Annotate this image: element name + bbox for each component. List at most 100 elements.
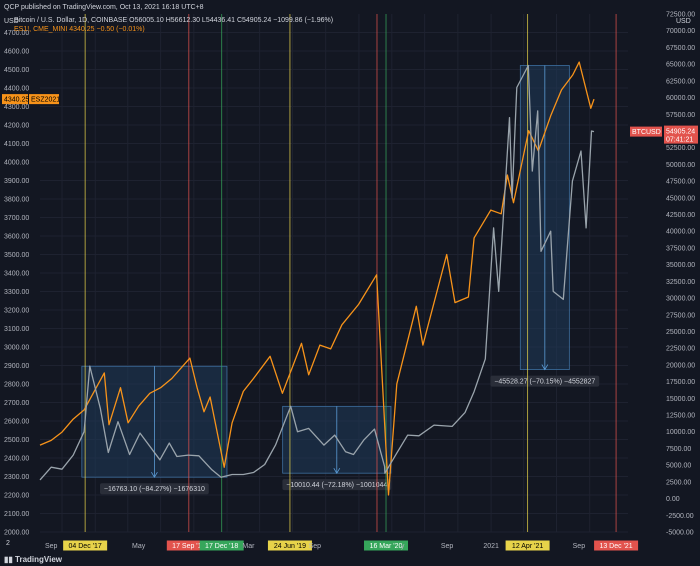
x-axis-tick: 2021 (483, 543, 499, 550)
btc-symbol-tag-bg (630, 126, 662, 137)
left-axis-tick: 4000.00 (4, 160, 29, 167)
right-axis-tick: 17500.00 (666, 379, 695, 386)
right-axis-tick: 40000.00 (666, 229, 695, 236)
drawdown-label-bg (490, 375, 600, 387)
left-axis-tick: 2500.00 (4, 437, 29, 444)
x-axis-tick: May (132, 543, 146, 550)
es-contract-tag: ESZ2021 (31, 97, 60, 104)
btc-last-value: 54905.24 (666, 129, 695, 136)
x-axis-tick: 17 Sep '18 (172, 543, 205, 550)
right-axis-tick: 15000.00 (666, 396, 695, 403)
left-axis-tick: 3400.00 (4, 271, 29, 278)
x-axis-tick: y (401, 543, 405, 550)
x-axis-tick: 12 Apr '21 (512, 543, 543, 550)
drawdown-label-bg (282, 479, 392, 491)
left-axis-tick: 2800.00 (4, 382, 29, 389)
x-tick-tag-bg (63, 540, 108, 551)
right-axis-tick: 20000.00 (666, 362, 695, 369)
left-axis-tick: 3500.00 (4, 252, 29, 259)
right-axis-tick: 47500.00 (666, 179, 695, 186)
x-axis-tick: 16 Mar '20 (370, 543, 403, 550)
corner-label: 2 (6, 540, 10, 547)
left-axis-tick: 2300.00 (4, 474, 29, 481)
left-axis-tick: 2400.00 (4, 456, 29, 463)
right-axis-tick: 32500.00 (666, 279, 695, 286)
right-axis-tick: 12500.00 (666, 413, 695, 420)
logo-icon: ▮▮ (4, 555, 16, 564)
es-last-value-bg (2, 94, 28, 105)
right-axis-tick: 22500.00 (666, 346, 695, 353)
btc-symbol-tag: BTCUSD (632, 129, 661, 136)
right-axis-tick: 30000.00 (666, 296, 695, 303)
btc-countdown: 07:41:21 (666, 137, 693, 144)
x-tick-tag-bg (166, 540, 211, 551)
right-axis-tick: 52500.00 (666, 145, 695, 152)
left-axis-tick: 2100.00 (4, 511, 29, 518)
x-axis-tick: Sep (309, 543, 322, 550)
right-axis-tick: -2500.00 (666, 513, 694, 520)
x-axis-tick: Sep (45, 543, 58, 550)
x-axis-tick: Mar (242, 543, 255, 550)
x-axis-tick: Sep (441, 543, 454, 550)
left-axis-tick: 2700.00 (4, 400, 29, 407)
x-tick-tag-bg (199, 540, 244, 551)
right-axis-tick: 10000.00 (666, 429, 695, 436)
left-axis-tick: 2900.00 (4, 363, 29, 370)
right-axis-tick: 0.00 (666, 496, 680, 503)
right-axis-tick: 65000.00 (666, 62, 695, 69)
left-axis-tick: 3300.00 (4, 289, 29, 296)
drawdown-label: −45528.27 (−70.15%) −4552827 (494, 379, 595, 386)
x-axis-tick: 24 Jun '19 (274, 543, 306, 550)
right-axis-tick: 5000.00 (666, 463, 691, 470)
right-axis-tick: 2500.00 (666, 479, 691, 486)
right-axis-tick: 37500.00 (666, 245, 695, 252)
es-legend-line[interactable]: ES1!, CME_MINI 4340.25 −0.50 (−0.01%) (14, 26, 145, 33)
right-axis-tick: 35000.00 (666, 262, 695, 269)
right-axis-unit: USD (676, 18, 691, 25)
logo-text: TradingView (15, 555, 63, 564)
es-contract-tag-bg (29, 94, 59, 105)
x-tick-tag-bg (267, 540, 312, 551)
left-axis-tick: 4600.00 (4, 49, 29, 56)
drawdown-label: −16763.10 (−84.27%) −1676310 (104, 486, 205, 493)
right-axis-tick: 25000.00 (666, 329, 695, 336)
right-axis-tick: 50000.00 (666, 162, 695, 169)
left-axis-tick: 3800.00 (4, 197, 29, 204)
left-axis-tick: 3900.00 (4, 178, 29, 185)
x-tick-tag-bg (505, 540, 550, 551)
x-axis-tick: Sep (573, 543, 586, 550)
published-note: QCP published on TradingView.com, Oct 13… (4, 4, 204, 11)
left-axis-tick: 2000.00 (4, 530, 29, 537)
right-axis-tick: 27500.00 (666, 312, 695, 319)
drawdown-arrowhead (151, 471, 158, 478)
btc-legend-line[interactable]: Bitcoin / U.S. Dollar, 1D, COINBASE O560… (14, 17, 334, 24)
left-axis-tick: 3600.00 (4, 234, 29, 241)
tradingview-logo[interactable]: ▮▮ TradingView (4, 555, 62, 564)
drawdown-arrowhead (333, 467, 341, 474)
left-axis-tick: 4100.00 (4, 141, 29, 148)
right-axis-tick: -5000.00 (666, 530, 694, 537)
drawdown-arrowhead (541, 364, 549, 371)
right-axis-tick: 67500.00 (666, 45, 695, 52)
series-line-btcusd (39, 64, 595, 481)
right-axis-tick: 60000.00 (666, 95, 695, 102)
left-axis-tick: 4700.00 (4, 30, 29, 37)
left-axis-tick: 2600.00 (4, 419, 29, 426)
right-axis-tick: 72500.00 (666, 12, 695, 19)
left-axis-tick: 3000.00 (4, 345, 29, 352)
right-axis-tick: 70000.00 (666, 28, 695, 35)
left-axis-tick: 4400.00 (4, 86, 29, 93)
es-last-value: 4340.25 (4, 97, 29, 104)
x-axis-tick: 13 Dec '21 (599, 543, 632, 550)
right-axis-tick: 45000.00 (666, 195, 695, 202)
right-axis-tick: 57500.00 (666, 112, 695, 119)
left-axis-tick: 4500.00 (4, 67, 29, 74)
btc-last-value-bg (664, 125, 698, 144)
drawdown-label-bg (99, 483, 209, 495)
x-tick-tag-bg (594, 540, 639, 551)
left-axis-tick: 4300.00 (4, 104, 29, 111)
right-axis-tick: 62500.00 (666, 78, 695, 85)
x-axis-tick: 17 Dec '18 (205, 543, 238, 550)
left-axis-tick: 2200.00 (4, 493, 29, 500)
left-axis-tick: 3700.00 (4, 215, 29, 222)
